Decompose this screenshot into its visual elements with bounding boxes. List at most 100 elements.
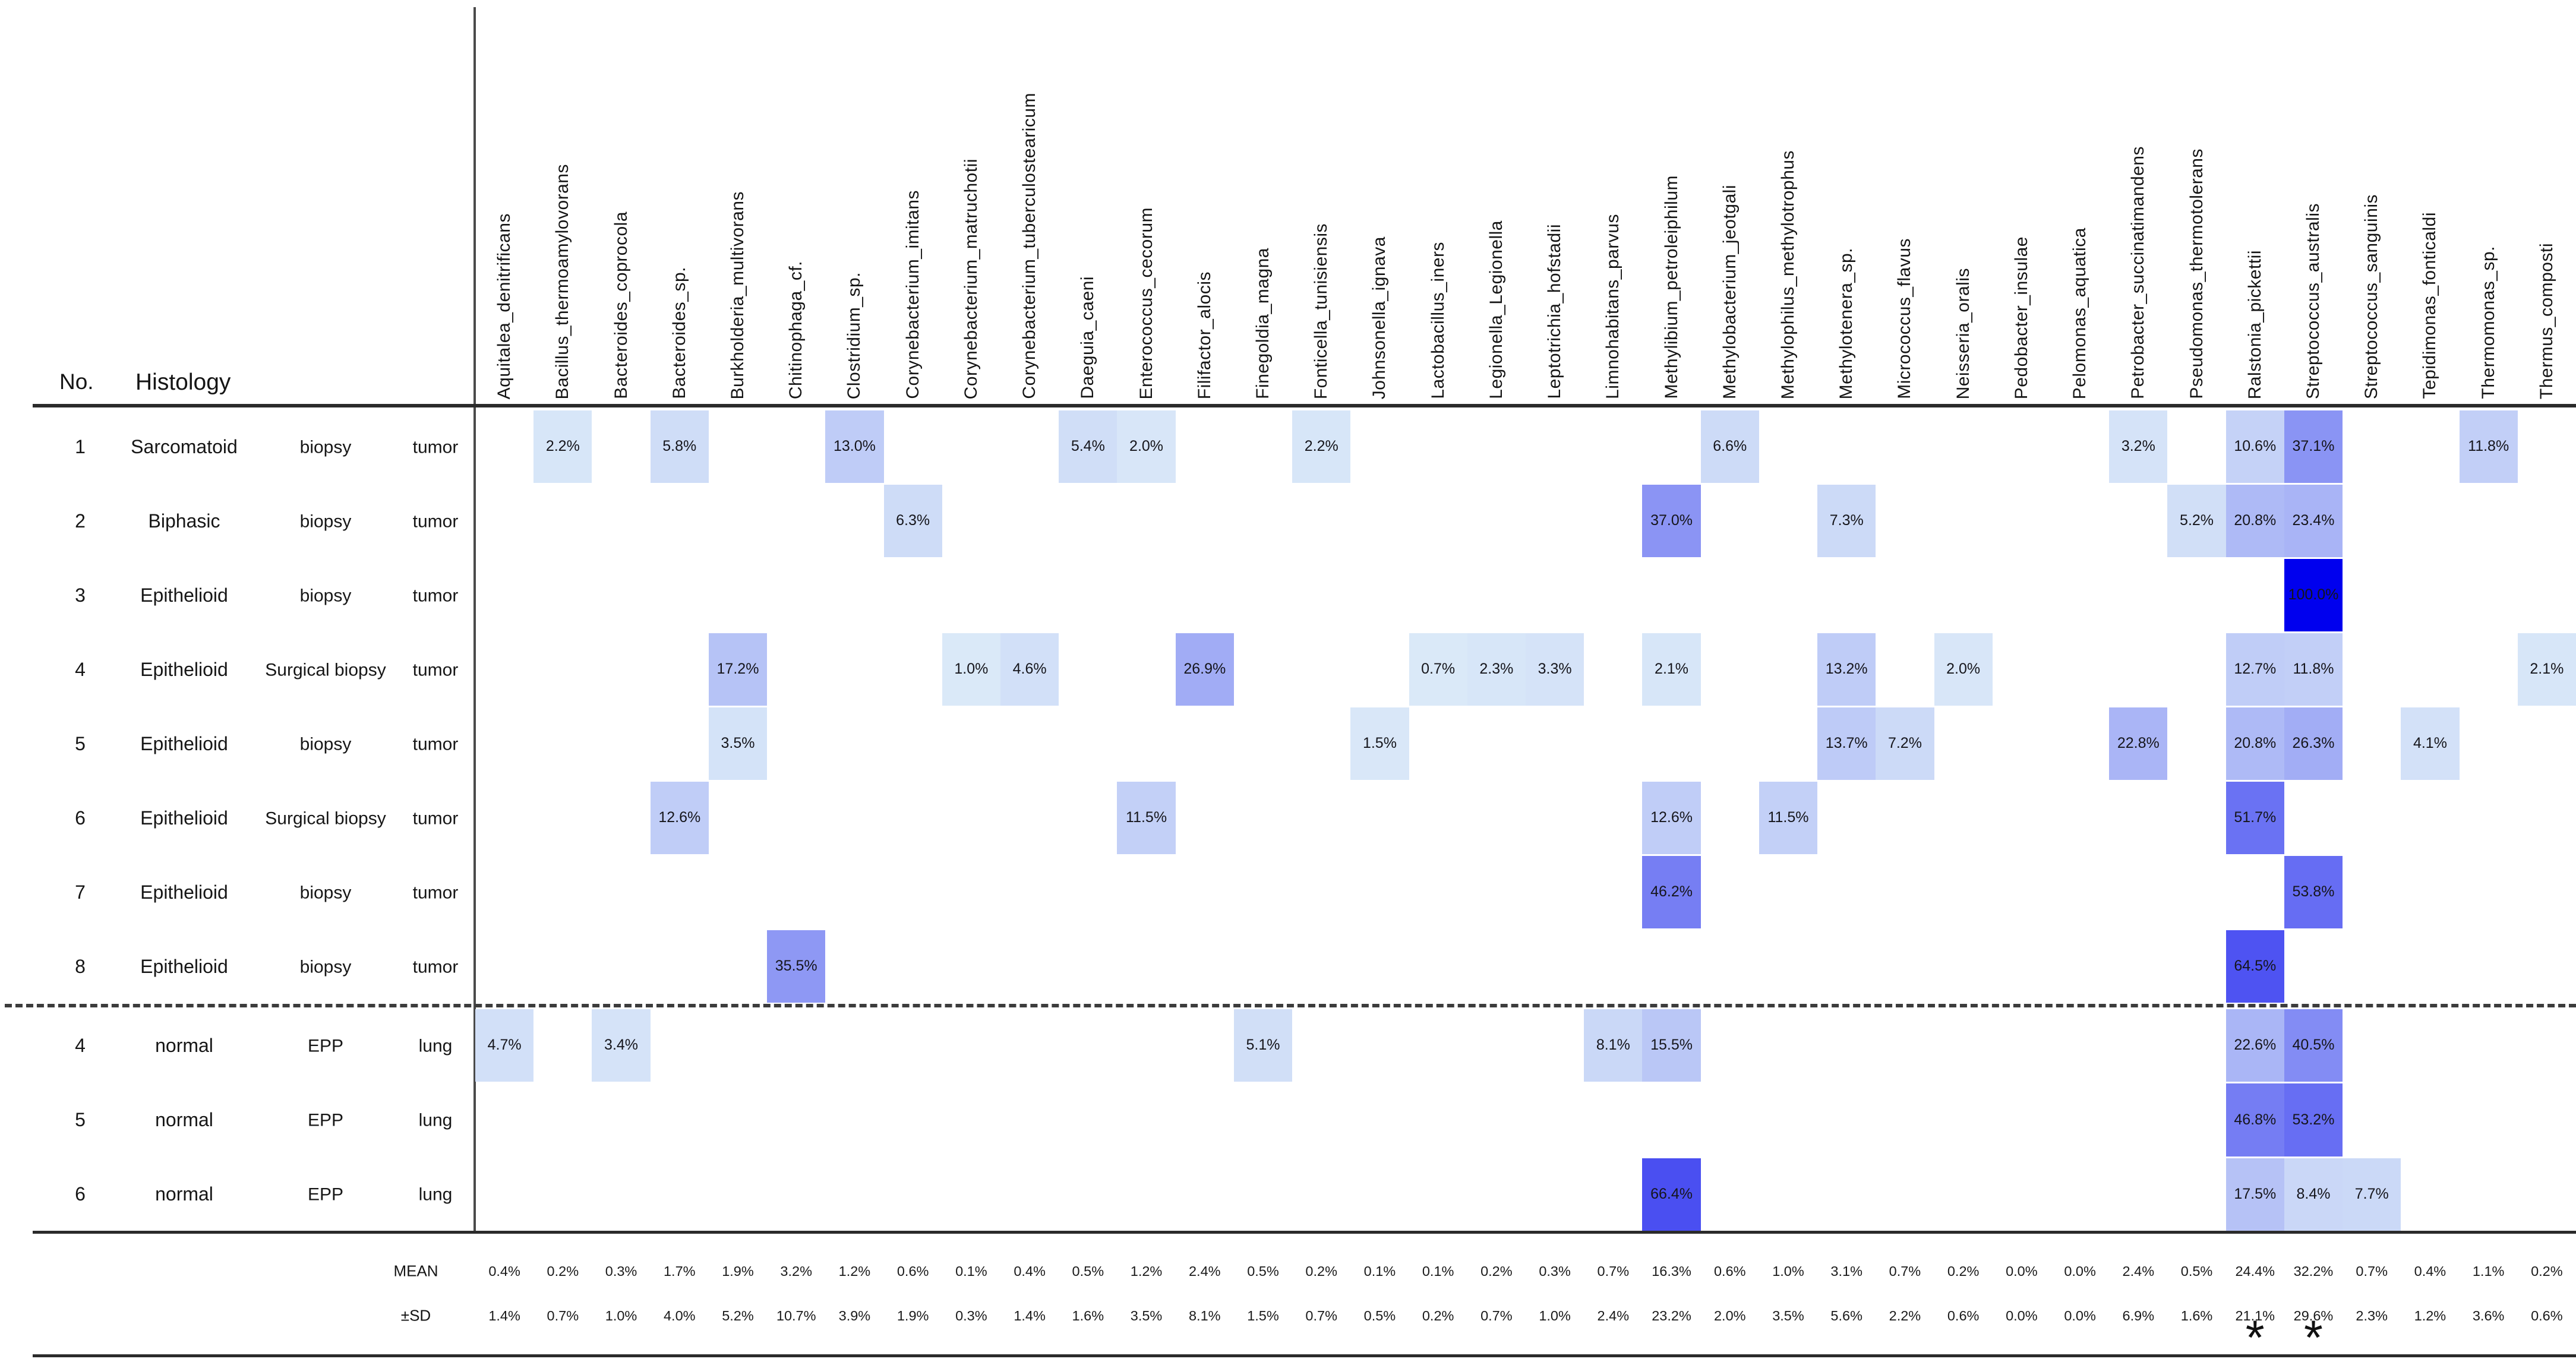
column-header-label: Bacteroides_sp.	[669, 267, 689, 399]
sd-row-value: 0.6%	[1947, 1307, 1980, 1323]
column-header: Clostridium_sp.	[825, 0, 883, 399]
heatmap-cell: 5.8%	[650, 410, 709, 483]
heatmap-cell: 5.1%	[1233, 1009, 1293, 1082]
mean-row-value: 0.5%	[1247, 1263, 1279, 1279]
mean-row-value: 0.2%	[1305, 1263, 1337, 1279]
column-header-label: Methylibium_petroleiphilum	[1661, 175, 1681, 399]
tumor-normal-separator	[5, 1004, 2576, 1007]
tissue-label: lung	[418, 1110, 453, 1130]
tissue-label: tumor	[412, 882, 459, 902]
column-header-label: Streptococcus_sanguinis	[2362, 194, 2382, 399]
sample-type-label: biopsy	[299, 734, 352, 754]
column-header-label: Bacillus_thermoamylovorans	[553, 163, 573, 400]
column-header-label: Pedobacter_insulae	[2011, 236, 2031, 399]
sd-row-value: 1.4%	[1014, 1307, 1046, 1323]
mean-row-value: 1.7%	[663, 1263, 696, 1279]
sd-row-value: 1.2%	[2414, 1307, 2446, 1323]
sd-row-value: 1.6%	[2180, 1307, 2213, 1323]
column-header: Methylophilus_methylotrophus	[1759, 0, 1817, 399]
histology-label: normal	[155, 1034, 213, 1056]
sample-type-label: biopsy	[299, 511, 352, 531]
column-header-label: Corynebacterium_matruchotii	[961, 158, 981, 399]
mean-row-label: MEAN	[393, 1262, 438, 1280]
column-header: Enterococcus_cecorum	[1117, 0, 1175, 399]
heatmap-cell: 22.8%	[2109, 707, 2168, 780]
column-header-label: Burkholderia_multivorans	[727, 191, 747, 400]
tissue-label: tumor	[412, 808, 459, 828]
mean-row-value: 0.5%	[2180, 1263, 2213, 1279]
heatmap-cell: 22.6%	[2225, 1009, 2284, 1082]
heatmap-cell: 6.6%	[1700, 410, 1759, 483]
mean-row-value: 1.0%	[1772, 1263, 1804, 1279]
column-header-label: Methylophilus_methylotrophus	[1778, 150, 1798, 399]
heatmap-cell: 11.5%	[1117, 782, 1176, 854]
sd-row-value: 1.4%	[488, 1307, 520, 1323]
heatmap-cell: 13.2%	[1817, 633, 1876, 706]
histology-label: Epithelioid	[140, 955, 228, 977]
sample-row: 5 normal EPP lung 46.8% 53.2%	[0, 1083, 2576, 1157]
mean-row-value: 0.7%	[1597, 1263, 1630, 1279]
column-header-label: Corynebacterium_imitans	[902, 190, 923, 399]
heatmap-cell: 37.1%	[2284, 410, 2343, 483]
heatmap-cell: 15.5%	[1642, 1009, 1701, 1082]
heatmap-cell: 17.5%	[2225, 1158, 2284, 1231]
heatmap-cell: 20.8%	[2225, 707, 2284, 780]
column-header: Methylobacterium_jeotgali	[1701, 0, 1759, 399]
heatmap-cell: 23.4%	[2284, 485, 2343, 557]
heatmap-cell: 37.0%	[1642, 485, 1701, 557]
heatmap-cell: 3.3%	[1526, 633, 1584, 706]
heatmap-cell: 5.4%	[1059, 410, 1117, 483]
sample-type-label: biopsy	[299, 437, 352, 457]
sd-row-value: 0.6%	[2531, 1307, 2563, 1323]
mean-row-value: 2.4%	[2122, 1263, 2155, 1279]
heatmap-cell: 3.5%	[708, 707, 768, 780]
heatmap-cell: 4.1%	[2401, 707, 2460, 780]
tissue-label: tumor	[412, 659, 459, 680]
sample-row: 7 Epithelioid biopsy tumor 46.2% 53.8%	[0, 855, 2576, 930]
sample-number: 8	[75, 955, 86, 977]
sd-row-value: 1.9%	[896, 1307, 929, 1323]
tissue-label: tumor	[412, 511, 459, 531]
sd-row-value: 3.6%	[2472, 1307, 2505, 1323]
heatmap-cell: 26.3%	[2284, 707, 2343, 780]
heatmap-cell: 7.7%	[2343, 1158, 2401, 1231]
column-header-label: Filifactor_alocis	[1194, 271, 1214, 399]
sample-row: 2 Biphasic biopsy tumor 6.3% 37.0% 7.3% 5.2% 20.…	[0, 484, 2576, 558]
mean-row-value: 0.7%	[1889, 1263, 1921, 1279]
sd-row-value: 29.6%	[2293, 1307, 2334, 1323]
sample-row: 3 Epithelioid biopsy tumor 100.0%	[0, 558, 2576, 633]
mean-row-value: 1.9%	[722, 1263, 754, 1279]
column-header: Lactobacillus_iners	[1409, 0, 1467, 399]
mean-row-value: 0.4%	[1014, 1263, 1046, 1279]
column-header: Filifactor_alocis	[1176, 0, 1234, 399]
column-header-label: Finegoldia_magna	[1252, 248, 1273, 399]
column-header: Corynebacterium_imitans	[884, 0, 942, 399]
column-header: Leptotrichia_hofstadii	[1526, 0, 1584, 399]
histology-label: Epithelioid	[140, 807, 228, 829]
mean-row-value: 16.3%	[1652, 1263, 1691, 1279]
heatmap-cell: 8.1%	[1584, 1009, 1643, 1082]
column-header: Bacillus_thermoamylovorans	[533, 0, 592, 400]
sd-row-value: 0.5%	[1363, 1307, 1396, 1323]
column-header: Corynebacterium_matruchotii	[942, 0, 1000, 399]
sd-row-value: 1.0%	[1539, 1307, 1571, 1323]
heatmap-cell: 5.2%	[2167, 485, 2226, 557]
column-header: Petrobacter_succinatimandens	[2109, 0, 2167, 399]
column-header-label: Streptococcus_australis	[2303, 203, 2323, 399]
heatmap-cell: 12.7%	[2225, 633, 2284, 706]
column-header: Tepidimonas_fonticaldi	[2401, 0, 2459, 399]
mean-row-value: 0.2%	[2531, 1263, 2563, 1279]
column-header: Aquitalea_denitrificans	[475, 0, 533, 399]
sample-number: 4	[75, 658, 86, 680]
heatmap-cell: 2.2%	[1292, 410, 1351, 483]
no-column-header: No.	[59, 369, 94, 394]
sample-row: 1 Sarcomatoid biopsy tumor 2.2% 5.8% 13.0% 5.4%…	[0, 410, 2576, 484]
sample-number: 5	[75, 732, 86, 754]
sd-row-value: 5.2%	[722, 1307, 754, 1323]
column-header-label: Fonticella_tunisiensis	[1311, 223, 1331, 399]
header-rule	[33, 404, 2576, 407]
sample-number: 1	[75, 435, 86, 457]
sample-number: 2	[75, 510, 86, 532]
column-header-label: Methylotenera_sp.	[1836, 247, 1857, 399]
heatmap-cell: 8.4%	[2284, 1158, 2343, 1231]
